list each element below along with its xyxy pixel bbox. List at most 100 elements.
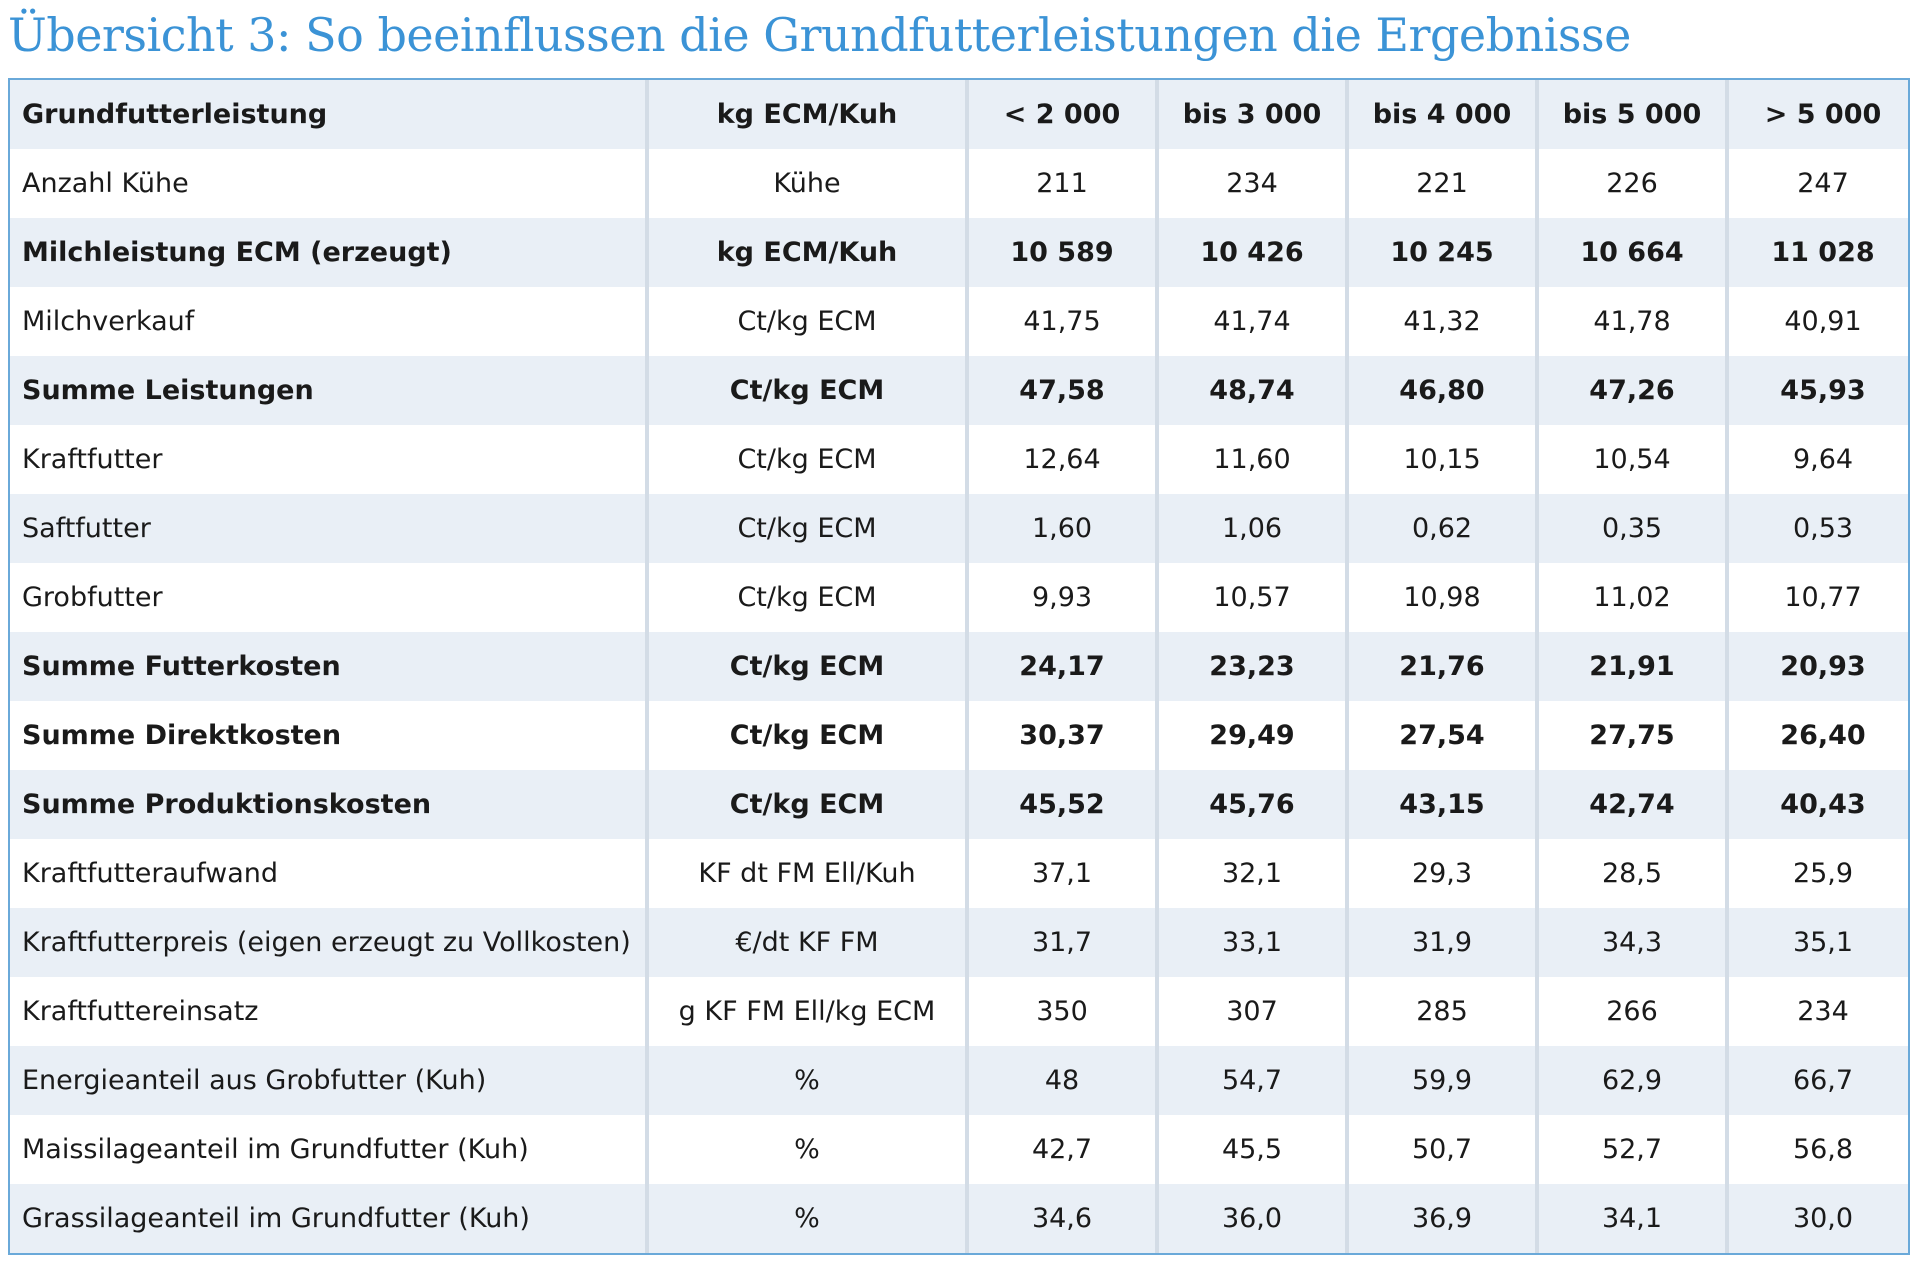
- value-cell: 285: [1345, 977, 1537, 1046]
- value-cell: 11,60: [1155, 425, 1347, 494]
- results-table: Grundfutterleistung kg ECM/Kuh < 2 000 bis …: [10, 80, 1908, 1253]
- value-cell: 27,54: [1345, 701, 1537, 770]
- value-cell: 48,74: [1155, 356, 1347, 425]
- value-cell: 40,91: [1725, 287, 1908, 356]
- row-unit-cell: Ct/kg ECM: [645, 632, 967, 701]
- value-cell: 10 589: [965, 218, 1157, 287]
- row-label-cell: Summe Futterkosten: [10, 632, 647, 701]
- row-unit-cell: Ct/kg ECM: [645, 425, 967, 494]
- value-cell: 32,1: [1155, 839, 1347, 908]
- value-cell: 10,77: [1725, 563, 1908, 632]
- row-unit-cell: Ct/kg ECM: [645, 563, 967, 632]
- value-cell: 1,06: [1155, 494, 1347, 563]
- value-cell: 30,0: [1725, 1184, 1908, 1253]
- value-cell: 37,1: [965, 839, 1157, 908]
- value-cell: 26,40: [1725, 701, 1908, 770]
- value-cell: 10 664: [1535, 218, 1727, 287]
- value-cell: 266: [1535, 977, 1727, 1046]
- value-cell: 52,7: [1535, 1115, 1727, 1184]
- header-cell-unit: kg ECM/Kuh: [645, 80, 967, 149]
- value-cell: 54,7: [1155, 1046, 1347, 1115]
- value-cell: 41,75: [965, 287, 1157, 356]
- value-cell: 29,49: [1155, 701, 1347, 770]
- value-cell: 50,7: [1345, 1115, 1537, 1184]
- row-unit-cell: kg ECM/Kuh: [645, 218, 967, 287]
- table-row: Kraftfutterpreis (eigen erzeugt zu Vollk…: [10, 908, 1908, 977]
- value-cell: 350: [965, 977, 1157, 1046]
- value-cell: 56,8: [1725, 1115, 1908, 1184]
- row-label-cell: Energieanteil aus Grobfutter (Kuh): [10, 1046, 647, 1115]
- table-row: Summe Produktionskosten Ct/kg ECM 45,52 45,…: [10, 770, 1908, 839]
- row-label-cell: Milchverkauf: [10, 287, 647, 356]
- value-cell: 24,17: [965, 632, 1157, 701]
- value-cell: 226: [1535, 149, 1727, 218]
- value-cell: 1,60: [965, 494, 1157, 563]
- value-cell: 43,15: [1345, 770, 1537, 839]
- table-row: Grassilageanteil im Grundfutter (Kuh)% 34…: [10, 1184, 1908, 1253]
- table-row: Milchverkauf Ct/kg ECM 41,75 41,74 41,32 41,7…: [10, 287, 1908, 356]
- row-unit-cell: Ct/kg ECM: [645, 287, 967, 356]
- header-cell-group: bis 5 000: [1535, 80, 1727, 149]
- value-cell: 62,9: [1535, 1046, 1727, 1115]
- value-cell: 0,62: [1345, 494, 1537, 563]
- value-cell: 10,57: [1155, 563, 1347, 632]
- table-row: Saftfutter Ct/kg ECM 1,60 1,06 0,62 0,35 0,53: [10, 494, 1908, 563]
- row-label-cell: Milchleistung ECM (erzeugt): [10, 218, 647, 287]
- value-cell: 34,6: [965, 1184, 1157, 1253]
- value-cell: 23,23: [1155, 632, 1347, 701]
- header-cell-group: < 2 000: [965, 80, 1157, 149]
- row-unit-cell: Ct/kg ECM: [645, 701, 967, 770]
- value-cell: 234: [1155, 149, 1347, 218]
- row-label-cell: Saftfutter: [10, 494, 647, 563]
- row-label-cell: Kraftfutter: [10, 425, 647, 494]
- row-unit-cell: g KF FM Ell/kg ECM: [645, 977, 967, 1046]
- value-cell: 25,9: [1725, 839, 1908, 908]
- value-cell: 40,43: [1725, 770, 1908, 839]
- value-cell: 59,9: [1345, 1046, 1537, 1115]
- value-cell: 12,64: [965, 425, 1157, 494]
- results-table-frame: Grundfutterleistung kg ECM/Kuh < 2 000 bis …: [8, 78, 1910, 1255]
- value-cell: 20,93: [1725, 632, 1908, 701]
- table-row: Kraftfutter Ct/kg ECM 12,64 11,60 10,15 10,54…: [10, 425, 1908, 494]
- value-cell: 9,64: [1725, 425, 1908, 494]
- value-cell: 36,9: [1345, 1184, 1537, 1253]
- row-label-cell: Summe Leistungen: [10, 356, 647, 425]
- value-cell: 21,91: [1535, 632, 1727, 701]
- value-cell: 31,9: [1345, 908, 1537, 977]
- row-unit-cell: Ct/kg ECM: [645, 770, 967, 839]
- value-cell: 41,32: [1345, 287, 1537, 356]
- value-cell: 234: [1725, 977, 1908, 1046]
- value-cell: 11,02: [1535, 563, 1727, 632]
- value-cell: 47,58: [965, 356, 1157, 425]
- header-cell-label: Grundfutterleistung: [10, 80, 647, 149]
- value-cell: 34,1: [1535, 1184, 1727, 1253]
- value-cell: 46,80: [1345, 356, 1537, 425]
- table-row: Summe Futterkosten Ct/kg ECM 24,17 23,23 21,…: [10, 632, 1908, 701]
- value-cell: 28,5: [1535, 839, 1727, 908]
- table-row: Kraftfutteraufwand KF dt FM Ell/Kuh 37,1 32…: [10, 839, 1908, 908]
- row-unit-cell: KF dt FM Ell/Kuh: [645, 839, 967, 908]
- row-unit-cell: Ct/kg ECM: [645, 356, 967, 425]
- row-label-cell: Anzahl Kühe: [10, 149, 647, 218]
- value-cell: 211: [965, 149, 1157, 218]
- value-cell: 41,74: [1155, 287, 1347, 356]
- row-label-cell: Grassilageanteil im Grundfutter (Kuh): [10, 1184, 647, 1253]
- row-unit-cell: %: [645, 1115, 967, 1184]
- value-cell: 10 426: [1155, 218, 1347, 287]
- row-unit-cell: %: [645, 1184, 967, 1253]
- value-cell: 27,75: [1535, 701, 1727, 770]
- value-cell: 47,26: [1535, 356, 1727, 425]
- row-label-cell: Grobfutter: [10, 563, 647, 632]
- value-cell: 0,35: [1535, 494, 1727, 563]
- header-cell-group: bis 3 000: [1155, 80, 1347, 149]
- row-unit-cell: Kühe: [645, 149, 967, 218]
- value-cell: 11 028: [1725, 218, 1908, 287]
- row-unit-cell: %: [645, 1046, 967, 1115]
- table-header-row: Grundfutterleistung kg ECM/Kuh < 2 000 bis …: [10, 80, 1908, 149]
- value-cell: 9,93: [965, 563, 1157, 632]
- row-label-cell: Summe Produktionskosten: [10, 770, 647, 839]
- value-cell: 31,7: [965, 908, 1157, 977]
- row-label-cell: Kraftfutteraufwand: [10, 839, 647, 908]
- table-row: Summe Direktkosten Ct/kg ECM 30,37 29,49 27,…: [10, 701, 1908, 770]
- value-cell: 33,1: [1155, 908, 1347, 977]
